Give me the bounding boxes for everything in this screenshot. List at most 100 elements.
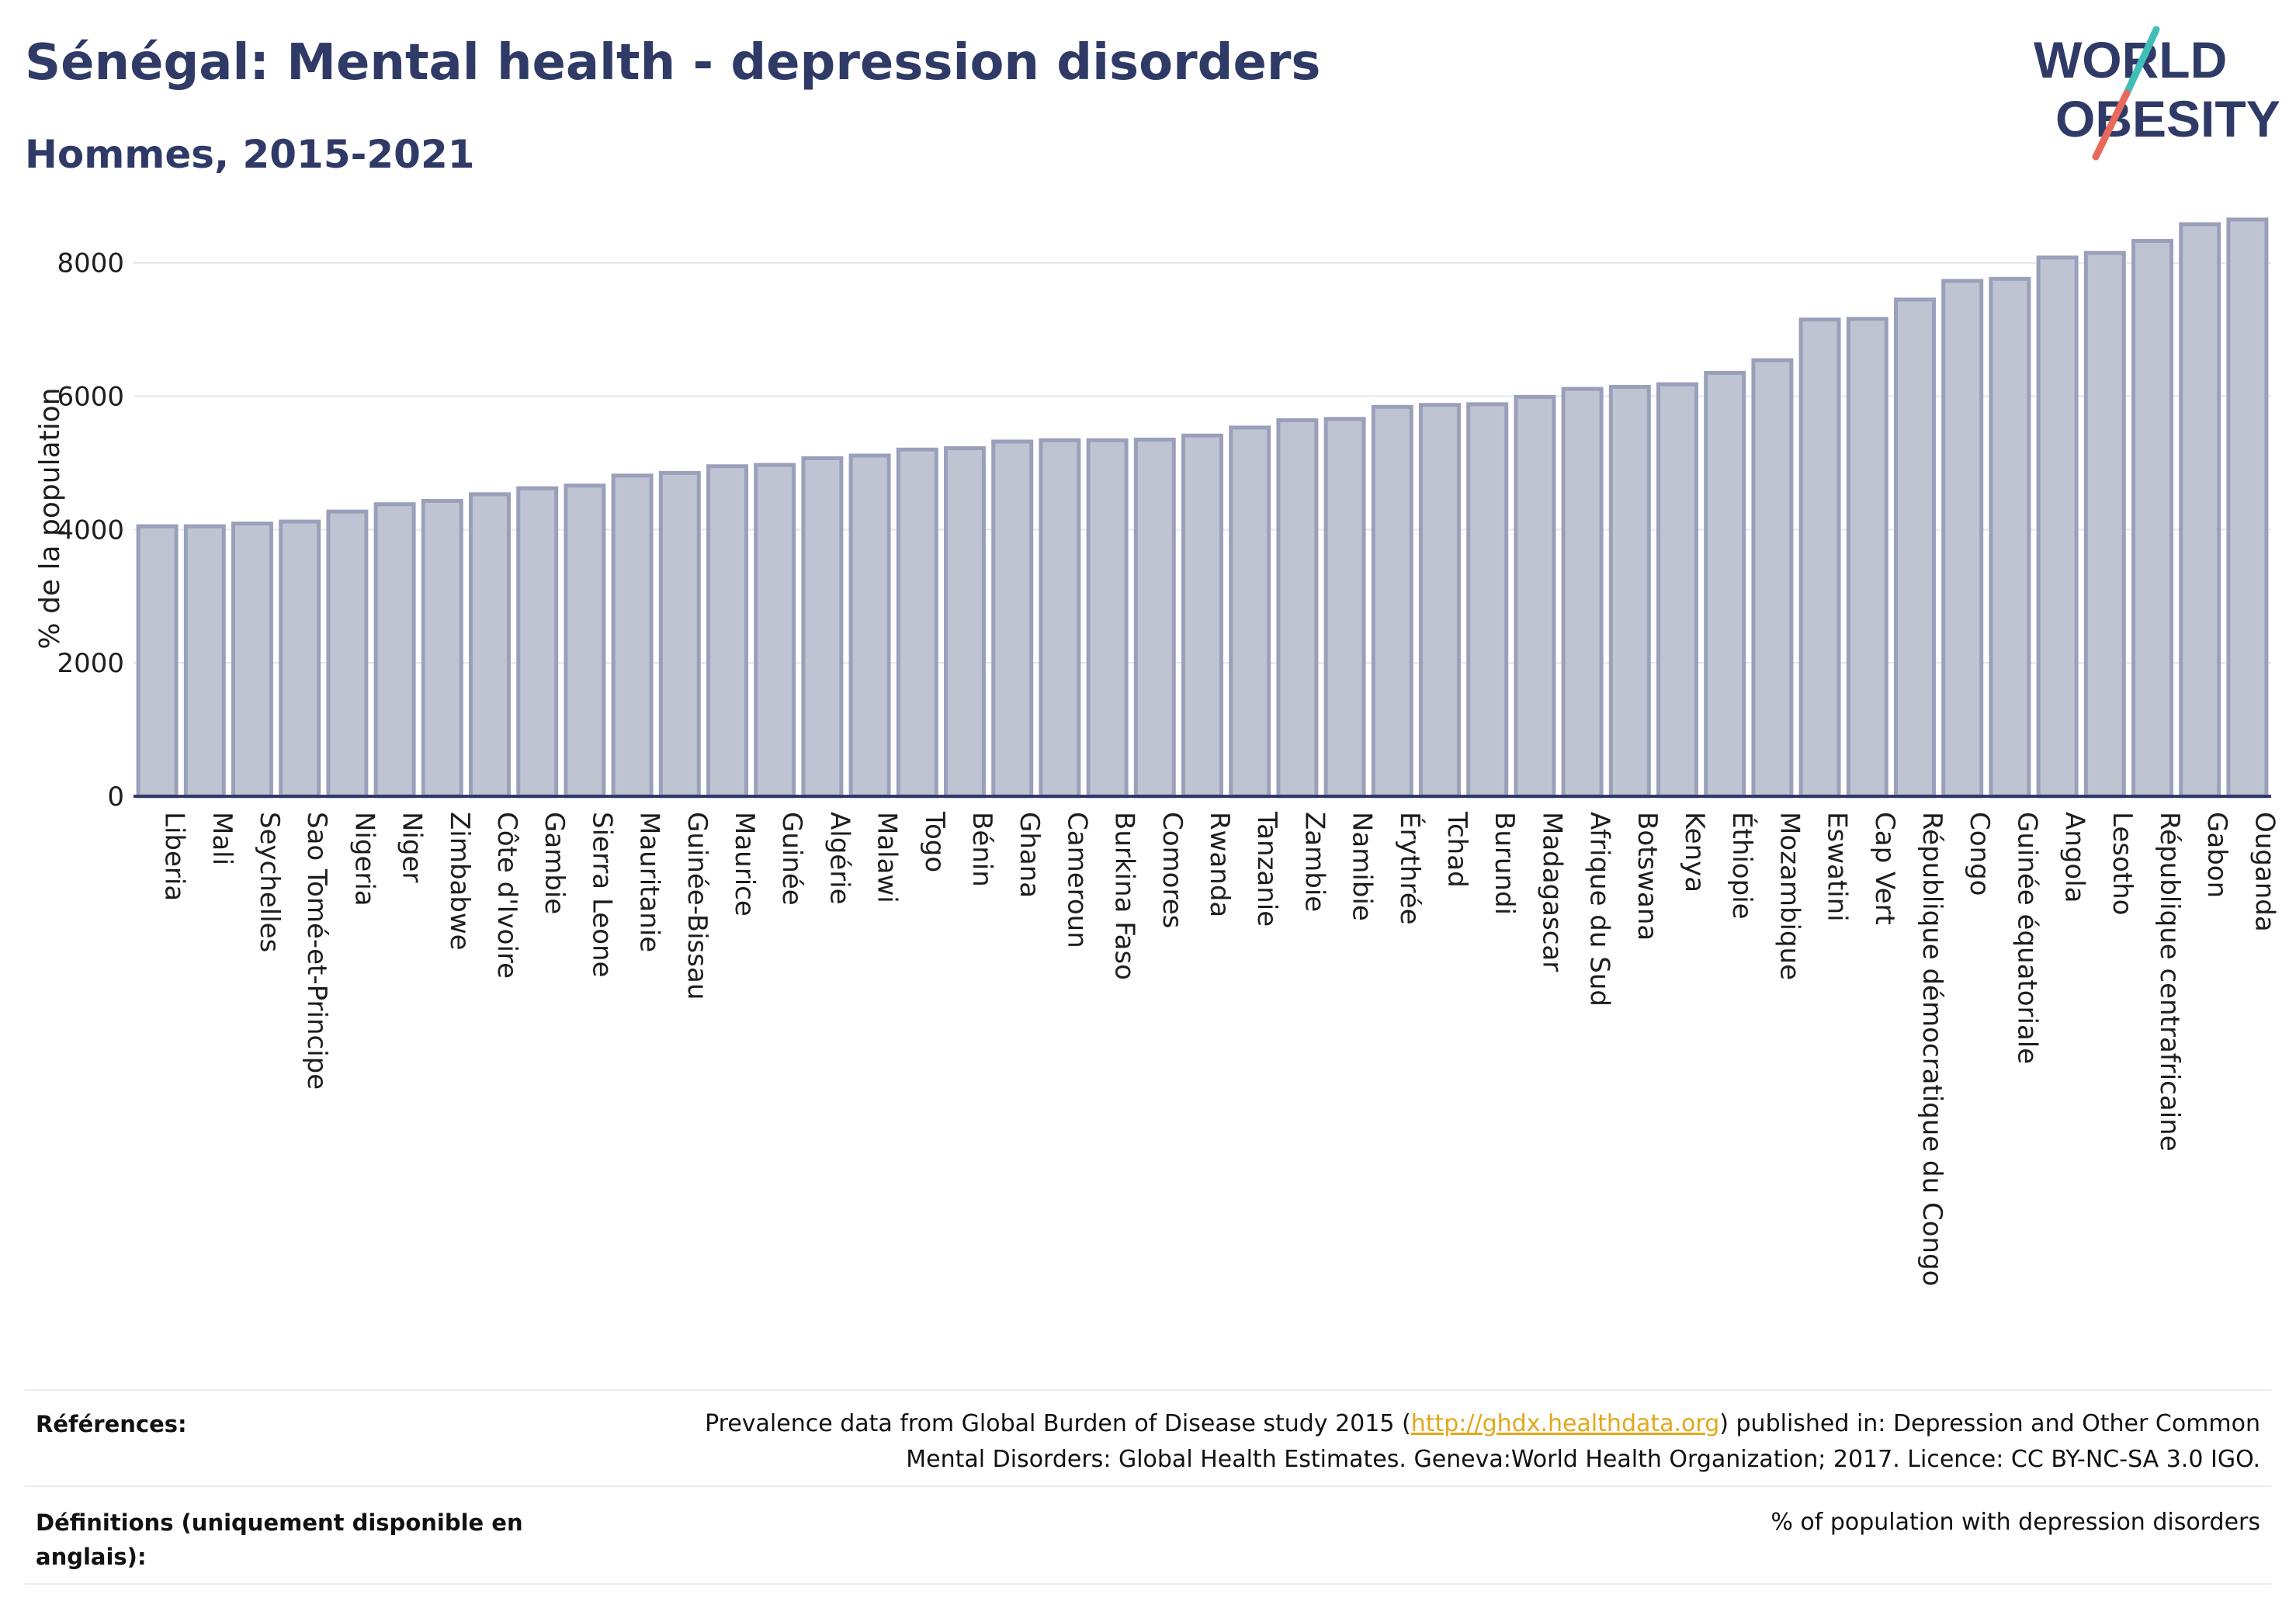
bar	[1419, 403, 1461, 799]
bar	[611, 473, 654, 799]
bar	[1086, 438, 1129, 799]
references-link[interactable]: http://ghdx.healthdata.org	[1410, 1410, 1720, 1437]
bar	[1371, 404, 1413, 799]
x-tick-label: Algérie	[824, 812, 855, 905]
x-tick-label: Éthiopie	[1726, 812, 1758, 920]
bar	[1751, 358, 1794, 799]
bar	[1039, 438, 1081, 799]
bar	[2131, 238, 2173, 799]
x-tick-label: Guinée équatoriale	[2011, 812, 2042, 1064]
x-tick-label: Liberia	[159, 812, 190, 901]
bar	[2179, 222, 2221, 799]
x-tick-label: Zambie	[1299, 812, 1330, 912]
x-tick-label: Niger	[397, 812, 428, 882]
x-tick-label: Nigeria	[349, 812, 380, 906]
x-tick-label: Botswana	[1632, 812, 1663, 941]
bar	[373, 502, 416, 799]
x-tick-label: Tanzanie	[1251, 811, 1282, 927]
x-tick-label: Sierra Leone	[586, 812, 617, 977]
definitions-label: Définitions (uniquement disponible en an…	[36, 1509, 523, 1570]
x-tick-label: Burkina Faso	[1109, 812, 1140, 980]
definitions-text: % of population with depression disorder…	[1771, 1509, 2260, 1536]
bar	[1229, 425, 1271, 799]
bar	[754, 463, 796, 799]
x-tick-label: Ouganda	[2249, 812, 2280, 932]
bar	[2083, 251, 2126, 799]
world-obesity-logo: WORLD OBESITY	[2034, 26, 2280, 161]
bar	[944, 446, 986, 799]
x-tick-label: Lesotho	[2107, 812, 2138, 915]
x-tick-label: Congo	[1964, 812, 1995, 896]
bar	[1846, 317, 1888, 799]
y-tick-label: 0	[107, 782, 124, 813]
y-tick-label: 6000	[57, 382, 124, 413]
bar	[1133, 437, 1176, 799]
x-tick-label: Sao Tomé-et-Principe	[301, 812, 332, 1090]
y-tick-label: 4000	[57, 515, 124, 546]
x-tick-label: Comores	[1157, 812, 1188, 928]
x-tick-label: Afrique du Sud	[1584, 812, 1615, 1007]
bar	[2036, 255, 2079, 799]
bar-chart: 0 2000 4000 6000 8000 % de la population Liber…	[34, 217, 2280, 1286]
bar	[848, 453, 891, 799]
x-tick-label: Ghana	[1014, 812, 1045, 898]
bar	[896, 447, 938, 799]
x-tick-label: Érythrée	[1394, 812, 1426, 925]
x-tick-label: Mali	[206, 812, 238, 865]
bar	[183, 524, 226, 799]
y-axis-title: % de la population	[34, 387, 66, 649]
bar	[1941, 279, 1984, 799]
y-tick-label: 2000	[57, 648, 124, 679]
page-title: Sénégal: Mental health - depression diso…	[25, 34, 1321, 92]
x-tick-label: Burundi	[1489, 812, 1520, 915]
x-tick-label: Kenya	[1679, 812, 1710, 892]
x-tick-label: Cap Vert	[1869, 812, 1900, 925]
bar	[1561, 386, 1604, 799]
bar	[801, 456, 844, 799]
x-tick-label: Guinée-Bissau	[682, 812, 713, 1000]
x-tick-label: Gabon	[2201, 812, 2232, 898]
bar	[2226, 217, 2269, 799]
bar	[469, 492, 511, 799]
x-tick-label: Guinée	[776, 812, 807, 906]
references-post: ) published in: Depression and Other Com…	[906, 1410, 2260, 1473]
bar	[1323, 417, 1366, 799]
y-tick-label: 8000	[57, 248, 124, 279]
x-tick-label: Togo	[919, 811, 950, 872]
footer-divider-bottom	[25, 1583, 2271, 1585]
x-tick-label: Mauritanie	[634, 812, 665, 952]
bar	[1894, 297, 1936, 799]
x-tick-label: République centrafricaine	[2154, 812, 2185, 1152]
x-tick-label: Seychelles	[254, 812, 285, 952]
bar	[658, 470, 701, 799]
x-tick-label: Mozambique	[1774, 812, 1805, 980]
bar	[1798, 317, 1841, 799]
bar	[706, 464, 748, 799]
bar	[1656, 382, 1698, 799]
x-tick-label: Angola	[2059, 812, 2090, 903]
x-tick-label: Tchad	[1441, 811, 1472, 888]
x-tick-label: République démocratique du Congo	[1916, 812, 1947, 1286]
x-tick-label: Maurice	[729, 812, 760, 917]
x-tick-label: Côte d'Ivoire	[491, 812, 522, 979]
footer-divider-top	[25, 1389, 2271, 1391]
x-tick-label: Rwanda	[1204, 812, 1235, 917]
bar	[1704, 370, 1746, 799]
references-text: Prevalence data from Global Burden of Di…	[630, 1406, 2260, 1478]
bar	[516, 486, 559, 799]
x-tick-label: Namibie	[1347, 812, 1378, 921]
bar	[1466, 402, 1509, 799]
footer-divider-middle	[25, 1485, 2271, 1487]
bar	[1276, 418, 1319, 799]
x-tick-label: Cameroun	[1061, 812, 1092, 948]
bar	[564, 483, 606, 799]
references-label: Références:	[36, 1411, 187, 1437]
bar	[991, 439, 1034, 799]
references-pre: Prevalence data from Global Burden of Di…	[705, 1410, 1411, 1437]
bar	[421, 498, 463, 799]
bar	[1514, 394, 1556, 799]
bar	[136, 524, 179, 799]
bar	[231, 522, 273, 799]
bar	[326, 509, 369, 799]
x-tick-label: Eswatini	[1822, 812, 1853, 922]
